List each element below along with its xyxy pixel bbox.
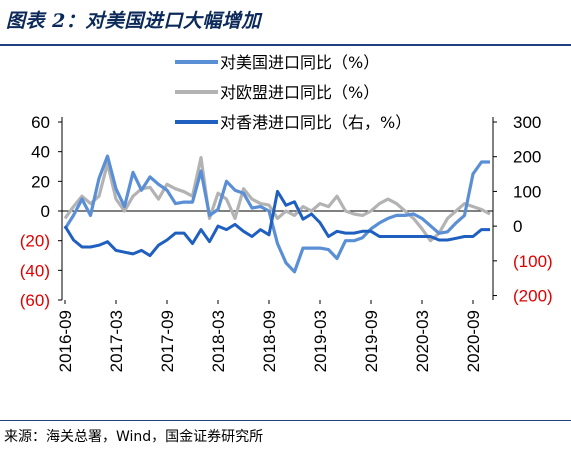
x-tick-label-1: 2017-03 bbox=[107, 310, 126, 372]
line-chart: 对美国进口同比（%）对欧盟进口同比（%）对香港进口同比（右，%） 6040200… bbox=[20, 53, 553, 372]
series-line-1 bbox=[63, 156, 491, 243]
legend-label-2: 对香港进口同比（右，%） bbox=[220, 113, 411, 132]
right-tick-label-0: 300 bbox=[513, 113, 541, 132]
left-tick-label-1: 40 bbox=[31, 143, 50, 162]
series-line-0 bbox=[63, 154, 490, 274]
left-tick-label-2: 20 bbox=[31, 172, 50, 191]
top-rule bbox=[0, 44, 571, 46]
x-tick-label-4: 2018-09 bbox=[260, 310, 279, 372]
figure-title: 图表 2：对美国进口大幅增加 bbox=[6, 10, 261, 32]
x-tick-label-8: 2020-09 bbox=[464, 310, 483, 372]
right-tick-label-3: 0 bbox=[513, 217, 522, 236]
right-tick-label-4: (100) bbox=[513, 252, 553, 271]
left-tick-label-4: (20) bbox=[20, 232, 50, 251]
left-tick-label-0: 60 bbox=[31, 113, 50, 132]
right-tick-label-2: 100 bbox=[513, 182, 541, 201]
x-axis-ticks: 2016-09 2017-03 2017-09 2018-03 2018-09 2019-… bbox=[56, 300, 483, 372]
x-tick-label-3: 2018-03 bbox=[209, 310, 228, 372]
legend-label-1: 对欧盟进口同比（%） bbox=[220, 83, 379, 102]
right-tick-label-5: (200) bbox=[513, 287, 553, 306]
legend: 对美国进口同比（%） 对欧盟进口同比（%） 对香港进口同比（右，%） bbox=[175, 53, 411, 132]
series-line-2 bbox=[63, 189, 490, 258]
left-tick-label-3: 0 bbox=[41, 202, 50, 221]
x-tick-label-6: 2019-09 bbox=[362, 310, 381, 372]
left-tick-label-5: (40) bbox=[20, 261, 50, 280]
right-tick-label-1: 200 bbox=[513, 148, 541, 167]
x-tick-label-7: 2020-03 bbox=[413, 310, 432, 372]
x-tick-label-2: 2017-09 bbox=[158, 310, 177, 372]
series-lines bbox=[63, 154, 491, 274]
left-tick-label-6: (60) bbox=[20, 291, 50, 310]
x-tick-label-5: 2019-03 bbox=[311, 310, 330, 372]
x-tick-label-0: 2016-09 bbox=[56, 310, 75, 372]
source-note: 来源：海关总署，Wind，国金证券研究所 bbox=[4, 429, 264, 445]
legend-label-0: 对美国进口同比（%） bbox=[220, 53, 379, 72]
bottom-rule bbox=[0, 420, 571, 421]
